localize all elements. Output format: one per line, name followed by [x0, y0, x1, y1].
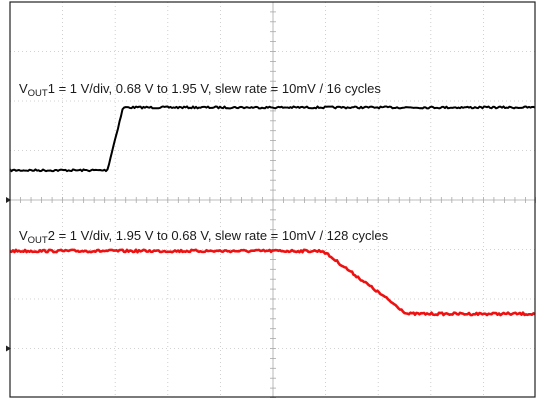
traces [9, 105, 536, 317]
ch1-ground-marker [6, 197, 11, 203]
plot-frame [6, 1, 536, 398]
ch1-trace-label: VOUT1 = 1 V/div, 0.68 V to 1.95 V, slew … [19, 81, 381, 99]
ch2-ground-marker [6, 345, 11, 352]
graticule [9, 1, 536, 398]
ch2-trace [9, 248, 536, 317]
ch1-trace [9, 105, 536, 173]
ch2-trace-label: VOUT2 = 1 V/div, 1.95 V to 0.68 V, slew … [19, 228, 389, 246]
